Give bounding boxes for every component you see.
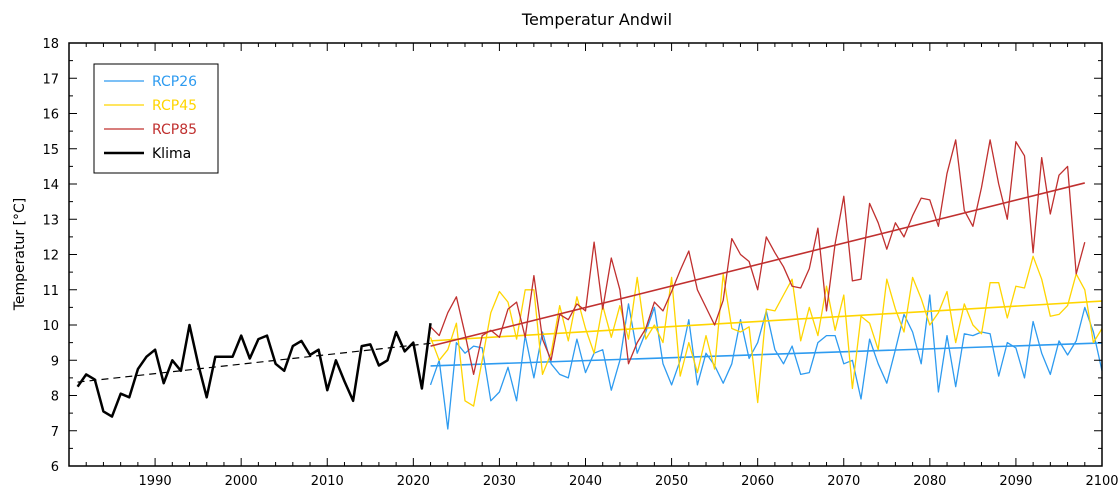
x-tick-label: 2020 <box>397 474 430 489</box>
legend-label-rcp85: RCP85 <box>152 122 197 138</box>
y-tick-label: 12 <box>42 249 59 264</box>
y-tick-label: 9 <box>51 354 59 369</box>
series-layer <box>76 139 1103 430</box>
legend-box <box>93 63 219 174</box>
y-tick-label: 16 <box>42 108 59 123</box>
y-tick-label: 14 <box>42 178 59 193</box>
y-tick-label: 7 <box>51 425 59 440</box>
y-tick-label: 18 <box>42 37 59 52</box>
x-tick-label: 2070 <box>827 474 860 489</box>
x-tick-label: 1990 <box>139 474 172 489</box>
x-tick-label: 2100 <box>1085 474 1118 489</box>
x-tick-label: 2060 <box>741 474 774 489</box>
y-tick-label: 15 <box>42 143 59 158</box>
legend-label-rcp26: RCP26 <box>152 74 197 90</box>
y-tick-label: 8 <box>51 390 59 405</box>
x-tick-label: 2080 <box>913 474 946 489</box>
legend: RCP26 RCP45 RCP85 Klima <box>93 63 219 174</box>
legend-label-klima: Klima <box>152 146 191 162</box>
y-axis-label: Temperatur [°C] <box>12 198 28 312</box>
axis-ticks: 1990 2000 2010 2020 2030 2040 2050 2060 2070 2080… <box>42 37 1118 489</box>
x-tick-label: 2040 <box>569 474 602 489</box>
y-tick-label: 17 <box>42 72 59 87</box>
y-tick-label: 6 <box>51 460 59 475</box>
y-tick-label: 11 <box>42 284 59 299</box>
y-tick-label: 13 <box>42 213 59 228</box>
x-tick-label: 2030 <box>483 474 516 489</box>
x-tick-label: 2050 <box>655 474 688 489</box>
legend-label-rcp45: RCP45 <box>152 98 197 114</box>
y-tick-label: 10 <box>42 319 59 334</box>
x-tick-label: 2090 <box>999 474 1032 489</box>
chart-title: Temperatur Andwil <box>521 10 672 29</box>
trend-line-rcp26 <box>430 342 1103 367</box>
x-tick-label: 2000 <box>225 474 258 489</box>
series-line-klima <box>76 323 432 418</box>
series-line-rcp45 <box>429 255 1103 407</box>
plot-frame <box>68 42 1103 467</box>
trend-line-rcp85 <box>430 182 1085 347</box>
series-line-rcp85 <box>430 139 1086 376</box>
x-tick-label: 2010 <box>311 474 344 489</box>
